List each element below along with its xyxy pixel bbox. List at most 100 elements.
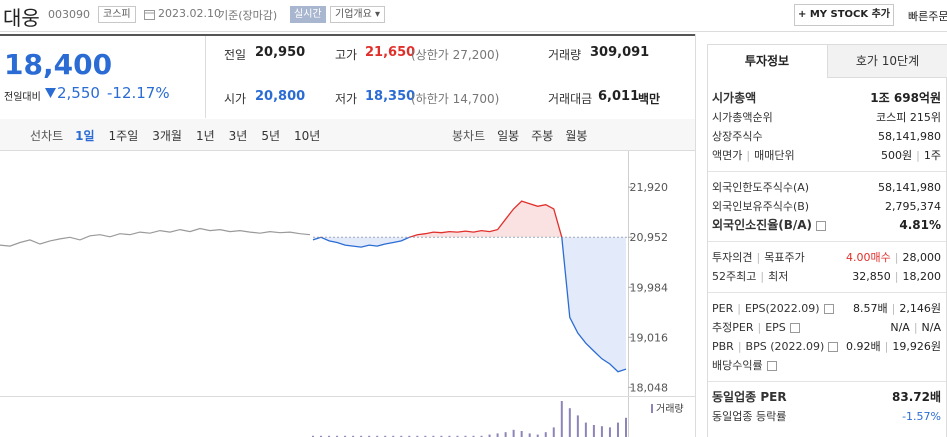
value-text: 코스피 215위: [876, 111, 941, 124]
volume-bar: [320, 435, 323, 437]
volume-bar: [584, 422, 587, 437]
date: 2023.02.10: [158, 7, 221, 20]
info-value: 32,850 | 18,200: [852, 267, 941, 286]
volume-bar: [520, 431, 523, 437]
volume-bar: [544, 432, 547, 437]
line-chart-label: 선차트: [30, 129, 64, 143]
value: 309,091: [590, 45, 650, 60]
line-up: [319, 200, 563, 238]
label-text: 최저: [768, 270, 789, 283]
volume-bar: [528, 433, 531, 437]
separator: |: [756, 251, 761, 264]
value-text: 32,850: [852, 270, 891, 283]
info-row: 시가총액 1조 698억원: [712, 89, 941, 108]
candle-tab[interactable]: 월봉: [565, 129, 588, 143]
info-tab[interactable]: 호가 10단계: [827, 45, 947, 78]
y-tick-label: 19,984: [630, 281, 669, 294]
label-text: 외국인한도주식수(A): [712, 181, 810, 194]
volume-bar: [552, 427, 555, 437]
help-icon: [823, 304, 834, 314]
period-tab[interactable]: 5년: [261, 129, 281, 143]
label-text: 시가총액순위: [712, 111, 773, 124]
label-text: 액면가: [712, 149, 743, 162]
info-tab[interactable]: 투자정보: [744, 54, 790, 68]
realtime-badge[interactable]: 실시간: [290, 6, 326, 23]
label-text: 52주최고: [712, 270, 757, 283]
header-divider: [0, 31, 947, 32]
value: 21,650: [365, 45, 416, 60]
value-text: 2,795,374: [885, 200, 941, 213]
volume-bar: [312, 435, 314, 437]
chart-border: [695, 34, 696, 437]
period-tab[interactable]: 10년: [294, 129, 321, 143]
value-text: 18,200: [902, 270, 942, 283]
label-text: 외국인소진율(B/A): [712, 218, 813, 232]
value-text: 4.00매수: [846, 251, 891, 264]
volume-bar: [536, 434, 539, 437]
area-up: [313, 201, 626, 238]
value-text: 2,146원: [899, 302, 941, 315]
volume-bar: [504, 432, 507, 437]
info-value: N/A | N/A: [890, 318, 941, 337]
info-row: 추정PER | EPS N/A | N/A: [712, 318, 941, 337]
overview-button[interactable]: 기업개요 ▾: [330, 6, 386, 23]
info-row: 52주최고 | 최저 32,850 | 18,200: [712, 267, 941, 286]
volume-bar: [432, 435, 435, 437]
info-label: 시가총액: [712, 89, 756, 108]
calendar-icon: [144, 10, 155, 20]
info-row: 시가총액순위 코스피 215위: [712, 108, 941, 127]
separator: |: [757, 321, 762, 334]
volume-bar: [464, 435, 467, 437]
volume-legend-icon: [651, 404, 653, 413]
market-badge: 코스피: [98, 6, 136, 23]
label-text: 동일업종 PER: [712, 390, 787, 404]
volume-bar: [384, 435, 387, 437]
value-text: -1.57%: [902, 410, 941, 423]
label-text: PBR: [712, 340, 734, 353]
period-tab[interactable]: 1일: [75, 129, 95, 143]
period-tab[interactable]: 1주일: [108, 129, 139, 143]
info-label: 시가총액순위: [712, 108, 773, 127]
period-tab[interactable]: 3개월: [152, 129, 182, 143]
label: 시가: [224, 92, 247, 106]
label: 저가: [335, 92, 358, 106]
volume-bar: [608, 427, 611, 437]
change-value: 2,550: [57, 84, 100, 102]
info-row: 상장주식수 58,141,980: [712, 127, 941, 146]
unit: 백만: [638, 92, 661, 106]
period-tab[interactable]: 1년: [195, 129, 215, 143]
value-text: 83.72배: [892, 390, 941, 404]
candle-tab[interactable]: 주봉: [531, 129, 554, 143]
separator: |: [894, 251, 899, 264]
volume-bar: [360, 435, 363, 437]
volume-bar: [336, 435, 339, 437]
period-tab[interactable]: 3년: [228, 129, 248, 143]
overview-text: 기업개요: [335, 9, 372, 20]
label-text: 시가총액: [712, 91, 757, 105]
quick-order[interactable]: 빠른주문: [908, 10, 947, 23]
price-chart: 21,920 20,952 19,984 19,016 18,048 거래량: [0, 151, 695, 437]
info-value: 58,141,980: [878, 178, 941, 197]
volume-bar: [560, 401, 563, 437]
candle-chart-label: 봉차트: [452, 129, 486, 143]
value: 6,011: [598, 89, 640, 104]
info-row: 투자의견 | 목표주가 4.00매수 | 28,000: [712, 248, 941, 267]
change-percent: -12.17%: [107, 84, 170, 102]
info-value: -1.57%: [902, 407, 941, 426]
separator: |: [746, 149, 751, 162]
candle-tab[interactable]: 일봉: [497, 129, 520, 143]
info-row: 외국인소진율(B/A) 4.81%: [712, 216, 941, 235]
info-label: 배당수익률: [712, 356, 777, 375]
limit: (상한가 27,200): [411, 48, 500, 62]
separator: |: [913, 321, 918, 334]
info-row: 동일업종 등락률 -1.57%: [712, 407, 941, 426]
stock-code: 003090: [48, 8, 90, 21]
info-label: 동일업종 등락률: [712, 407, 786, 426]
mystock-button[interactable]: + MY STOCK 추가: [794, 4, 894, 26]
info-value: 4.81%: [899, 216, 941, 235]
info-label: 외국인소진율(B/A): [712, 216, 827, 235]
label-text: 투자의견: [712, 251, 753, 264]
current-price: 18,400: [4, 48, 113, 81]
label-text: 매매단위: [754, 149, 795, 162]
